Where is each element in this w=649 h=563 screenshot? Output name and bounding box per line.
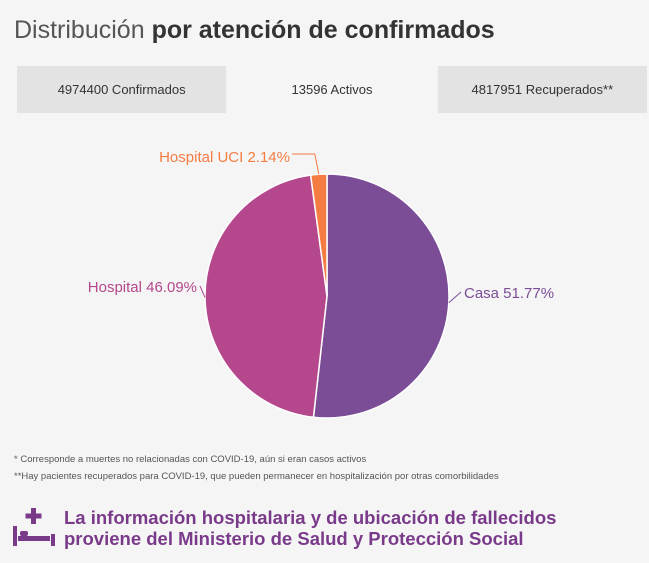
hospital-bed-icon — [13, 508, 55, 546]
leader-line — [199, 285, 206, 298]
tab-recuperados[interactable]: 4817951 Recuperados** — [436, 66, 647, 113]
tab-bar: 4974400 Confirmados 13596 Activos 481795… — [17, 66, 647, 113]
pie-chart: Casa 51.77% Hospital 46.09% Hospital UCI 2… — [88, 149, 554, 419]
pie-slice-casa — [312, 173, 450, 419]
leader-line — [448, 291, 462, 304]
leader-line — [292, 153, 320, 175]
slice-label: Casa 51.77% — [464, 285, 554, 302]
footnote-2: **Hay pacientes recuperados para COVID-1… — [14, 471, 499, 482]
source-line-2: proviene del Ministerio de Salud y Prote… — [64, 528, 524, 549]
title-bold: por atención de confirmados — [151, 16, 495, 44]
footnotes: * Corresponde a muertes no relacionadas … — [14, 451, 499, 485]
tab-activos[interactable]: 13596 Activos — [226, 66, 437, 113]
footnote-1: * Corresponde a muertes no relacionadas … — [14, 454, 367, 465]
source-text: La información hospitalaria y de ubicaci… — [64, 507, 556, 549]
source-line-1: La información hospitalaria y de ubicaci… — [64, 507, 557, 528]
title-light: Distribución — [14, 16, 145, 44]
slice-label: Hospital 46.09% — [88, 279, 197, 296]
tab-confirmados[interactable]: 4974400 Confirmados — [17, 66, 227, 113]
slice-label: Hospital UCI 2.14% — [159, 149, 290, 166]
page-title: Distribución por atención de confirmados — [14, 16, 495, 45]
pie-slice-hospital — [204, 174, 328, 419]
source-banner: La información hospitalaria y de ubicaci… — [12, 506, 642, 550]
